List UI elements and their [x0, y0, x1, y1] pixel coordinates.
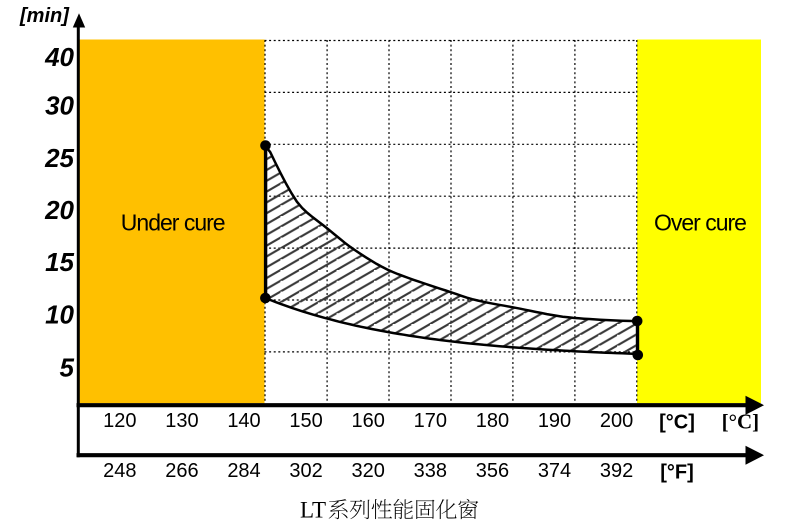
- svg-text:25: 25: [44, 143, 74, 173]
- svg-text:140: 140: [227, 410, 260, 432]
- svg-text:120: 120: [103, 410, 136, 432]
- svg-text:150: 150: [289, 410, 322, 432]
- svg-text:170: 170: [414, 410, 447, 432]
- svg-text:5: 5: [60, 353, 75, 383]
- svg-text:160: 160: [352, 410, 385, 432]
- svg-text:30: 30: [45, 90, 74, 120]
- svg-text:LT: LT: [300, 498, 326, 523]
- svg-text:248: 248: [103, 460, 136, 482]
- svg-text:356: 356: [476, 460, 509, 482]
- svg-text:130: 130: [165, 410, 198, 432]
- svg-text:20: 20: [44, 195, 74, 225]
- svg-text:180: 180: [476, 410, 509, 432]
- svg-text:[min]: [min]: [19, 5, 70, 27]
- svg-text:40: 40: [44, 42, 74, 72]
- svg-text:338: 338: [414, 460, 447, 482]
- svg-text:392: 392: [600, 460, 633, 482]
- svg-text:[°F]: [°F]: [660, 462, 694, 484]
- svg-text:Under cure: Under cure: [121, 210, 225, 236]
- svg-text:[°C]: [°C]: [659, 412, 695, 434]
- svg-text:284: 284: [227, 460, 260, 482]
- svg-text:374: 374: [538, 460, 571, 482]
- svg-text:[°C]: [°C]: [722, 410, 760, 434]
- svg-text:266: 266: [165, 460, 198, 482]
- svg-text:302: 302: [289, 460, 322, 482]
- svg-text:Over cure: Over cure: [654, 210, 746, 236]
- svg-text:10: 10: [45, 299, 74, 329]
- svg-text:320: 320: [352, 460, 385, 482]
- svg-text:200: 200: [600, 410, 633, 432]
- svg-text:190: 190: [538, 410, 571, 432]
- svg-text:15: 15: [45, 247, 74, 277]
